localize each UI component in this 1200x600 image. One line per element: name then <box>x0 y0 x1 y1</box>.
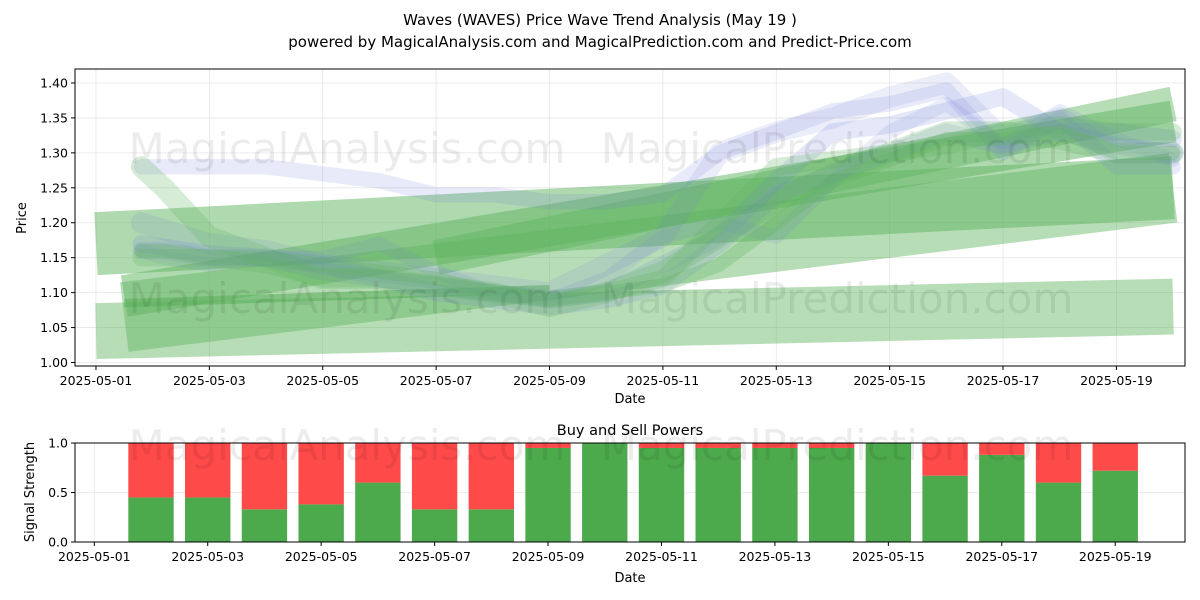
wave-line <box>133 82 1181 210</box>
watermark: MagicalAnalysis.com <box>129 421 566 470</box>
signal-y-axis-label: Signal Strength <box>23 442 38 542</box>
x-tick-label: 2025-05-11 <box>625 549 698 564</box>
x-tick-label: 2025-05-07 <box>400 373 473 388</box>
x-tick-label: 2025-05-15 <box>853 373 926 388</box>
trend-band <box>124 284 550 308</box>
sell-bar <box>411 443 458 510</box>
y-tick-label: 1.00 <box>40 355 68 370</box>
sell-bar <box>979 443 1025 455</box>
sell-bar <box>298 443 344 505</box>
trend-band <box>95 278 1174 360</box>
x-tick-label: 2025-05-05 <box>285 549 358 564</box>
sell-bar <box>185 443 231 498</box>
x-tick-label: 2025-05-15 <box>852 549 925 564</box>
sell-bar <box>241 443 288 510</box>
watermark: MagicalPrediction.com <box>601 124 1074 173</box>
price-x-axis-label: Date <box>614 392 645 407</box>
figure-title: Waves (WAVES) Price Wave Trend Analysis … <box>403 11 797 29</box>
trend-band <box>120 100 1177 317</box>
watermark: MagicalAnalysis.com <box>129 274 566 323</box>
buy-bar <box>298 504 344 542</box>
x-tick-label: 2025-05-11 <box>627 373 700 388</box>
y-tick-label: 1.40 <box>40 75 68 90</box>
wave-line <box>132 123 1182 316</box>
x-tick-label: 2025-05-13 <box>740 373 813 388</box>
sell-bar <box>128 443 174 498</box>
x-tick-label: 2025-05-01 <box>58 549 131 564</box>
signal-x-axis-label: Date <box>614 571 645 586</box>
y-tick-label: 1.30 <box>40 145 68 160</box>
signal-chart-title: Buy and Sell Powers <box>557 423 703 439</box>
sell-bar <box>752 443 798 448</box>
wave-line <box>134 96 1181 307</box>
wave-line <box>134 124 1181 307</box>
y-tick-label: 1.35 <box>40 110 68 125</box>
sell-bar <box>638 443 685 448</box>
sell-bar <box>922 443 968 476</box>
x-tick-label: 2025-05-17 <box>965 549 1038 564</box>
price-chart: MagicalAnalysis.com MagicalPrediction.co… <box>15 68 1186 407</box>
watermark: MagicalPrediction.com <box>601 274 1074 323</box>
buy-bar <box>752 447 798 542</box>
x-tick-label: 2025-05-19 <box>1080 373 1153 388</box>
watermark: MagicalPrediction.com <box>601 421 1074 470</box>
sell-bar <box>355 443 401 483</box>
figure-subtitle: powered by MagicalAnalysis.com and Magic… <box>288 33 912 51</box>
y-tick-label: 1.25 <box>40 180 68 195</box>
y-tick-label: 1.15 <box>40 250 68 265</box>
x-tick-label: 2025-05-07 <box>398 549 471 564</box>
watermark: MagicalAnalysis.com <box>129 124 566 173</box>
sell-bar <box>1092 443 1138 471</box>
buy-bar <box>128 497 174 542</box>
price-plot-frame <box>74 68 1186 367</box>
x-tick-label: 2025-05-13 <box>739 549 812 564</box>
buy-bar <box>1092 470 1138 542</box>
wave-line <box>130 72 1184 304</box>
wave-line <box>130 121 1184 318</box>
wave-line <box>132 116 1182 309</box>
sell-bar <box>1035 443 1082 483</box>
y-tick-label: 1.20 <box>40 215 68 230</box>
buy-bar <box>468 509 515 542</box>
wave-line <box>132 88 1182 309</box>
y-tick-label: 1.05 <box>40 320 68 335</box>
y-tick-label: 0.0 <box>48 535 68 550</box>
sell-bar <box>525 443 571 448</box>
price-y-axis-label: Price <box>15 202 30 234</box>
buy-bar <box>979 454 1025 542</box>
buy-bar <box>695 447 741 542</box>
x-tick-label: 2025-05-09 <box>513 373 586 388</box>
buy-bar <box>638 447 685 542</box>
y-tick-label: 0.5 <box>48 485 68 500</box>
buy-bar <box>582 443 628 542</box>
buy-bar <box>241 509 288 542</box>
trend-band <box>432 86 1177 275</box>
buy-bar <box>525 447 571 542</box>
signal-chart: Buy and Sell Powers MagicalAnalysis.com … <box>23 421 1186 586</box>
x-tick-label: 2025-05-19 <box>1079 549 1152 564</box>
x-tick-label: 2025-05-01 <box>60 373 133 388</box>
sell-bar <box>695 443 741 448</box>
y-tick-label: 1.10 <box>40 285 68 300</box>
sell-bar <box>468 443 515 510</box>
x-tick-label: 2025-05-03 <box>171 549 244 564</box>
buy-bar <box>808 447 855 542</box>
x-tick-label: 2025-05-03 <box>173 373 246 388</box>
buy-bar <box>1035 482 1082 542</box>
buy-bar <box>411 509 458 542</box>
buy-bar <box>185 497 231 542</box>
x-tick-label: 2025-05-09 <box>512 549 585 564</box>
buy-bar <box>355 482 401 542</box>
y-tick-label: 1.0 <box>48 436 68 451</box>
x-tick-label: 2025-05-17 <box>967 373 1040 388</box>
sell-bar <box>808 443 855 448</box>
x-tick-label: 2025-05-05 <box>286 373 359 388</box>
buy-bar <box>865 443 912 542</box>
buy-bar <box>922 475 968 542</box>
